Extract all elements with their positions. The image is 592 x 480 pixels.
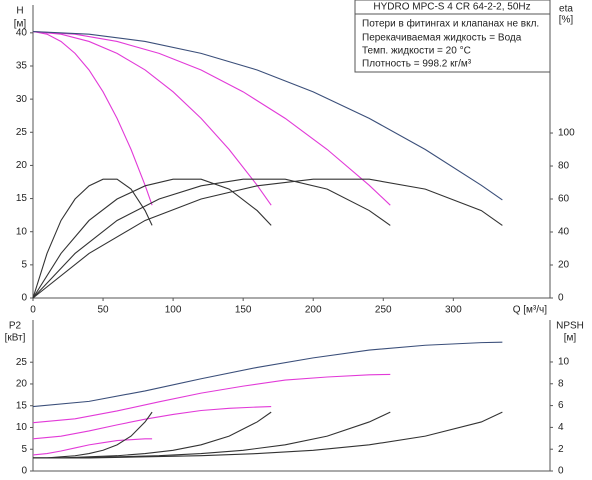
y2-tick-label: 2 [558, 444, 564, 455]
y-tick-label: 25 [16, 357, 28, 368]
axis-unit: [м] [14, 19, 27, 30]
curve [32, 406, 272, 440]
x-tick-label: 100 [165, 305, 182, 316]
note: Потери в фитингах и клапанах не вкл. [362, 18, 539, 30]
curve [32, 373, 391, 424]
curve [33, 411, 391, 459]
curve [32, 30, 503, 201]
y-tick-label: 40 [16, 27, 28, 38]
info-box [354, 0, 551, 73]
y2-tick-label: 80 [558, 161, 570, 172]
axis-label: NPSH [556, 321, 584, 332]
axis-unit: [кВт] [5, 333, 26, 344]
axis-unit: [%] [559, 15, 574, 26]
y-tick-label: 15 [16, 400, 28, 411]
axis-label: H [16, 6, 23, 17]
curve [33, 411, 503, 459]
y-tick-label: 35 [16, 61, 28, 72]
y2-tick-label: 10 [558, 357, 570, 368]
note: Темп. жидкости = 20 °C [362, 46, 471, 57]
plot-frame [32, 320, 551, 472]
x-tick-label: 150 [235, 305, 252, 316]
y-tick-label: 30 [16, 94, 28, 105]
y-tick-label: 0 [21, 293, 27, 304]
axis-label: P2 [9, 321, 22, 332]
y2-tick-label: 0 [558, 293, 564, 304]
curve [32, 178, 503, 299]
curve [32, 178, 391, 299]
curve [32, 30, 272, 206]
curve [32, 341, 503, 408]
curve [32, 178, 153, 299]
y2-tick-label: 4 [558, 422, 564, 433]
chart-title: HYDRO MPC-S 4 CR 64-2-2, 50Hz [373, 2, 530, 13]
y-tick-label: 20 [16, 379, 28, 390]
x-tick-label: 300 [445, 305, 462, 316]
plot-frame [32, 5, 551, 299]
y-tick-label: 20 [16, 160, 28, 171]
x-tick-label: 50 [97, 305, 109, 316]
x-tick-label: 200 [305, 305, 322, 316]
y-tick-label: 10 [16, 422, 28, 433]
curve [32, 30, 153, 206]
x-tick-label: 250 [375, 305, 392, 316]
y2-tick-label: 100 [558, 128, 575, 139]
y-tick-label: 0 [21, 466, 27, 477]
y-tick-label: 5 [21, 444, 27, 455]
y-tick-label: 25 [16, 127, 28, 138]
y2-tick-label: 40 [558, 227, 570, 238]
y-tick-label: 10 [16, 226, 28, 237]
note: Плотность = 998.2 кг/м³ [362, 59, 472, 70]
curve [33, 411, 153, 459]
y2-tick-label: 0 [558, 466, 564, 477]
y2-tick-label: 60 [558, 194, 570, 205]
y2-tick-label: 6 [558, 400, 564, 411]
axis-label: eta [559, 4, 573, 15]
y-tick-label: 5 [21, 259, 27, 270]
x-axis-label: Q [м³/ч] [513, 305, 548, 316]
curve [32, 30, 391, 206]
axis-unit: [м] [564, 333, 577, 344]
note: Перекачиваемая жидкость = Вода [362, 33, 522, 44]
curve [32, 178, 272, 299]
x-tick-label: 0 [30, 305, 36, 316]
y-tick-label: 15 [16, 193, 28, 204]
y2-tick-label: 20 [558, 260, 570, 271]
y2-tick-label: 8 [558, 378, 564, 389]
curve [32, 438, 153, 456]
